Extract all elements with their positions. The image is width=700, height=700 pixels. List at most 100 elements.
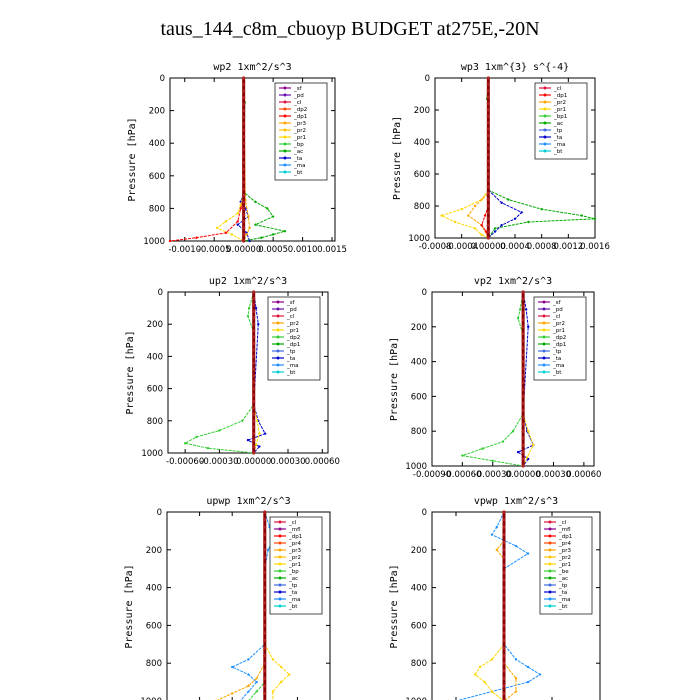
zero-profile-marker bbox=[242, 200, 246, 204]
legend-label: _pr2 bbox=[552, 321, 565, 327]
legend-label: _dp2 bbox=[293, 107, 307, 113]
subplot-title: vp2 1xm^2/s^3 bbox=[474, 276, 552, 287]
zero-profile-marker bbox=[242, 89, 246, 93]
data-point bbox=[501, 440, 505, 443]
data-point bbox=[483, 214, 487, 217]
zero-profile-marker bbox=[502, 548, 506, 552]
legend-label: _dp1 bbox=[552, 342, 566, 348]
data-point bbox=[255, 677, 258, 680]
legend-label: _bt bbox=[288, 604, 298, 610]
series-line-pr2 bbox=[496, 512, 517, 700]
y-tick-label: 600 bbox=[414, 170, 430, 180]
data-point bbox=[473, 227, 477, 230]
data-point bbox=[254, 443, 258, 447]
zero-profile-marker bbox=[242, 219, 246, 224]
y-tick-label: 0 bbox=[157, 508, 162, 518]
data-point bbox=[247, 306, 251, 310]
zero-profile-marker bbox=[263, 586, 267, 590]
zero-profile-marker bbox=[502, 684, 506, 688]
legend-label: _sf bbox=[552, 300, 562, 306]
data-point bbox=[513, 217, 517, 220]
legend-marker bbox=[283, 128, 287, 132]
zero-profile-marker bbox=[252, 354, 256, 358]
series-line-ta bbox=[246, 291, 266, 454]
y-tick-label: 400 bbox=[411, 584, 427, 594]
legend-marker bbox=[542, 349, 546, 353]
zero-profile-marker bbox=[502, 517, 506, 522]
plot-frame bbox=[169, 77, 336, 242]
data-point bbox=[231, 665, 234, 669]
legend-label: _pr4 bbox=[288, 541, 302, 547]
plot-frame bbox=[167, 291, 329, 454]
legend-label: _bt bbox=[552, 370, 562, 376]
x-tick-label: 0.0008 bbox=[527, 242, 557, 252]
legend-marker bbox=[542, 314, 546, 318]
legend-marker bbox=[278, 604, 282, 608]
data-point bbox=[440, 214, 443, 217]
x-tick-label: -0.0008 bbox=[419, 242, 452, 252]
zero-profile-marker bbox=[521, 394, 525, 398]
x-tick-label: 0.0004 bbox=[500, 242, 530, 252]
y-tick-label: 200 bbox=[414, 106, 430, 116]
legend-marker bbox=[283, 142, 287, 146]
data-point bbox=[247, 684, 250, 688]
zero-profile-marker bbox=[252, 438, 256, 442]
data-point bbox=[255, 680, 258, 684]
zero-profile-marker bbox=[486, 82, 490, 86]
data-point bbox=[215, 226, 219, 230]
x-tick-label: 0.0010 bbox=[288, 245, 318, 255]
zero-profile-marker bbox=[263, 510, 267, 514]
subplot-title: upwp 1xm^2/s^3 bbox=[206, 496, 290, 507]
zero-profile-marker bbox=[502, 570, 506, 575]
series-line-pr3 bbox=[216, 512, 266, 700]
zero-profile-marker bbox=[486, 127, 490, 131]
y-axis-label: Pressure [hPa] bbox=[389, 337, 400, 421]
legend-marker bbox=[542, 307, 546, 311]
x-tick-label: -0.00090 bbox=[413, 470, 451, 480]
zero-profile-marker bbox=[263, 669, 267, 673]
x-tick-label: 0.00060 bbox=[566, 470, 601, 480]
legend-marker bbox=[278, 583, 282, 587]
y-tick-label: 400 bbox=[146, 584, 162, 594]
legend-label: _ma bbox=[293, 163, 305, 169]
zero-profile-marker bbox=[521, 380, 525, 385]
y-tick-label: 200 bbox=[149, 107, 165, 117]
zero-profile-marker bbox=[521, 290, 525, 294]
legend-label: _bt bbox=[558, 604, 568, 610]
x-tick-label: 0.00000 bbox=[506, 470, 541, 480]
zero-profile-marker bbox=[263, 616, 267, 620]
series-line-ac bbox=[243, 78, 286, 242]
data-point bbox=[478, 665, 482, 669]
zero-profile-marker bbox=[263, 555, 267, 559]
data-point bbox=[516, 450, 520, 454]
data-point bbox=[260, 236, 263, 239]
zero-profile-marker bbox=[252, 432, 256, 436]
subplot-2: wp3 1xm^{3} s^{-4} Pressure [hPa] 0 200 400 6… bbox=[392, 62, 610, 252]
y-tick-label: 600 bbox=[411, 392, 427, 402]
legend-marker bbox=[542, 363, 546, 367]
legend-marker bbox=[283, 86, 287, 90]
legend-label: _ac bbox=[553, 121, 563, 127]
zero-profile-marker bbox=[263, 540, 267, 544]
zero-profile-marker bbox=[486, 230, 490, 234]
y-tick-label: 600 bbox=[149, 172, 165, 182]
legend-label: _dp1 bbox=[553, 93, 567, 99]
y-tick-label: 200 bbox=[411, 323, 427, 333]
data-point bbox=[224, 220, 228, 223]
zero-profile-marker bbox=[502, 540, 506, 544]
zero-profile-marker bbox=[252, 341, 256, 346]
legend-marker bbox=[548, 604, 552, 608]
legend-label: _ta bbox=[288, 590, 297, 596]
legend-label: _cl bbox=[553, 86, 562, 92]
x-tick-label: 0.0005 bbox=[258, 245, 288, 255]
plot-frame bbox=[431, 511, 601, 700]
x-tick-label: -0.00060 bbox=[443, 470, 481, 480]
zero-profile-marker bbox=[263, 570, 267, 575]
data-point bbox=[271, 233, 275, 236]
legend-box bbox=[269, 516, 323, 615]
subplot-5: upwp 1xm^2/s^3 Pressure [hPa] 0 200 400 600 80… bbox=[124, 496, 331, 700]
zero-profile-marker bbox=[242, 148, 246, 152]
data-point bbox=[248, 226, 251, 230]
zero-profile-marker bbox=[486, 191, 490, 195]
data-point bbox=[526, 430, 530, 433]
